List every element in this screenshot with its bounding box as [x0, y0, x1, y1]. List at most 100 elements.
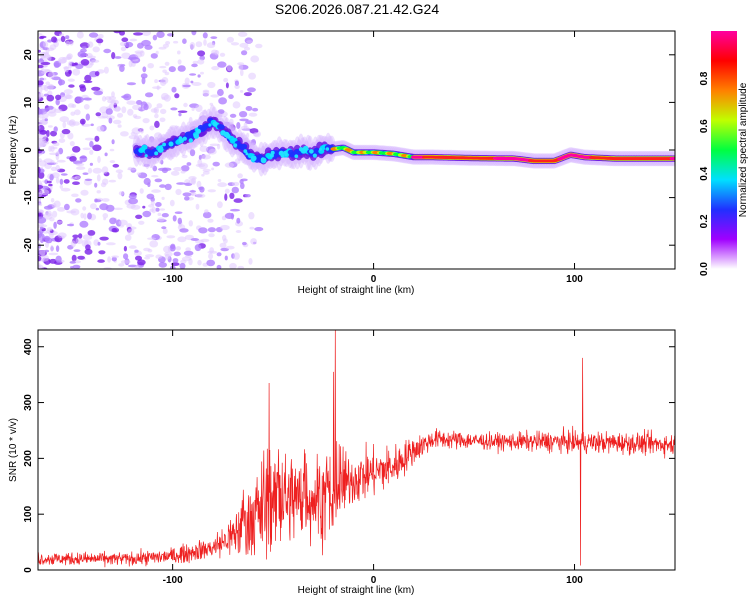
noise-blob — [90, 123, 94, 127]
y-tick-label: 200 — [23, 450, 34, 467]
noise-blob — [210, 94, 220, 98]
noise-blob — [82, 206, 87, 211]
x-tick-label: -100 — [163, 575, 183, 586]
noise-blob — [126, 203, 136, 209]
noise-blob — [150, 53, 158, 59]
noise-blob — [83, 80, 93, 84]
spectrogram-y-axis-label: Frequency (Hz) — [8, 116, 19, 185]
noise-blob — [219, 242, 227, 248]
noise-blob — [51, 203, 57, 208]
noise-blob — [57, 79, 66, 86]
noise-blob — [217, 182, 228, 188]
noise-blob — [173, 167, 183, 172]
noise-blob — [77, 51, 86, 58]
noise-blob — [56, 150, 60, 157]
noise-blob — [38, 231, 43, 239]
noise-blob — [102, 178, 109, 185]
noise-blob — [49, 217, 55, 222]
noise-blob — [163, 94, 171, 102]
noise-blob — [175, 246, 181, 251]
noise-blob — [217, 88, 224, 97]
spectrogram-marks — [38, 31, 675, 269]
noise-blob — [48, 183, 53, 187]
noise-blob — [82, 147, 91, 151]
noise-blob — [59, 178, 64, 185]
snr-ticks: -100 0 100 0 100 200 300 400 — [23, 330, 675, 586]
noise-blob — [103, 48, 112, 54]
noise-blob — [142, 205, 146, 209]
noise-blob — [189, 42, 196, 50]
noise-blob — [161, 213, 169, 218]
noise-blob — [82, 97, 92, 101]
noise-blob — [215, 111, 220, 119]
noise-blob — [123, 245, 127, 252]
noise-blob — [81, 46, 87, 49]
noise-blob — [121, 95, 129, 99]
noise-blob — [120, 131, 129, 137]
noise-blob — [47, 55, 52, 62]
noise-blob — [48, 125, 53, 128]
noise-blob — [38, 80, 44, 86]
noise-blob — [247, 87, 256, 93]
noise-blob — [175, 188, 182, 196]
noise-blob — [237, 62, 245, 66]
noise-blob — [155, 207, 160, 212]
noise-blob — [39, 36, 44, 40]
noise-blob — [202, 32, 208, 39]
noise-blob — [70, 266, 74, 269]
noise-blob — [54, 162, 58, 165]
colorbar-tick-label: 0.0 — [699, 262, 710, 276]
noise-blob — [188, 179, 196, 185]
noise-blob — [179, 228, 189, 233]
noise-blob — [38, 125, 41, 130]
noise-blob — [76, 31, 84, 39]
noise-blob — [43, 158, 53, 164]
noise-blob — [57, 38, 62, 42]
noise-blob — [102, 213, 109, 219]
noise-blob — [108, 117, 113, 124]
noise-blob — [48, 252, 59, 256]
noise-blob — [177, 59, 182, 65]
noise-blob — [39, 250, 46, 256]
noise-blob — [113, 207, 123, 210]
noise-blob — [111, 228, 118, 233]
noise-blob — [189, 190, 196, 193]
noise-blob — [233, 252, 240, 260]
noise-blob — [155, 202, 162, 207]
noise-blob — [220, 224, 230, 231]
ridge-spot — [208, 123, 212, 127]
noise-blob — [209, 247, 215, 254]
noise-blob — [38, 119, 44, 126]
noise-blob — [143, 103, 149, 111]
noise-blob — [55, 255, 62, 263]
noise-blob — [38, 59, 45, 63]
snr-marks — [38, 330, 675, 568]
noise-blob — [127, 57, 137, 60]
noise-blob — [55, 245, 60, 253]
noise-blob — [106, 115, 115, 120]
snr-frame — [37, 329, 676, 571]
noise-blob — [187, 146, 191, 150]
noise-blob — [222, 234, 227, 241]
noise-blob — [162, 228, 168, 235]
noise-blob — [39, 189, 50, 196]
noise-blob — [46, 47, 55, 52]
ridge-spot — [193, 133, 199, 139]
noise-blob — [182, 84, 191, 88]
noise-blob — [63, 89, 73, 95]
noise-blob — [166, 235, 176, 239]
noise-blob — [165, 41, 171, 45]
noise-blob — [57, 207, 66, 212]
noise-blob — [75, 63, 84, 70]
noise-blob — [58, 33, 65, 37]
noise-blob — [155, 50, 159, 55]
noise-blob — [178, 112, 182, 117]
noise-blob — [58, 138, 66, 144]
noise-blob — [254, 227, 264, 232]
noise-blob — [201, 109, 207, 115]
noise-blob — [66, 223, 75, 227]
noise-blob — [79, 118, 86, 125]
noise-blob — [143, 177, 151, 186]
noise-blob — [105, 204, 115, 212]
noise-blob — [139, 188, 144, 194]
